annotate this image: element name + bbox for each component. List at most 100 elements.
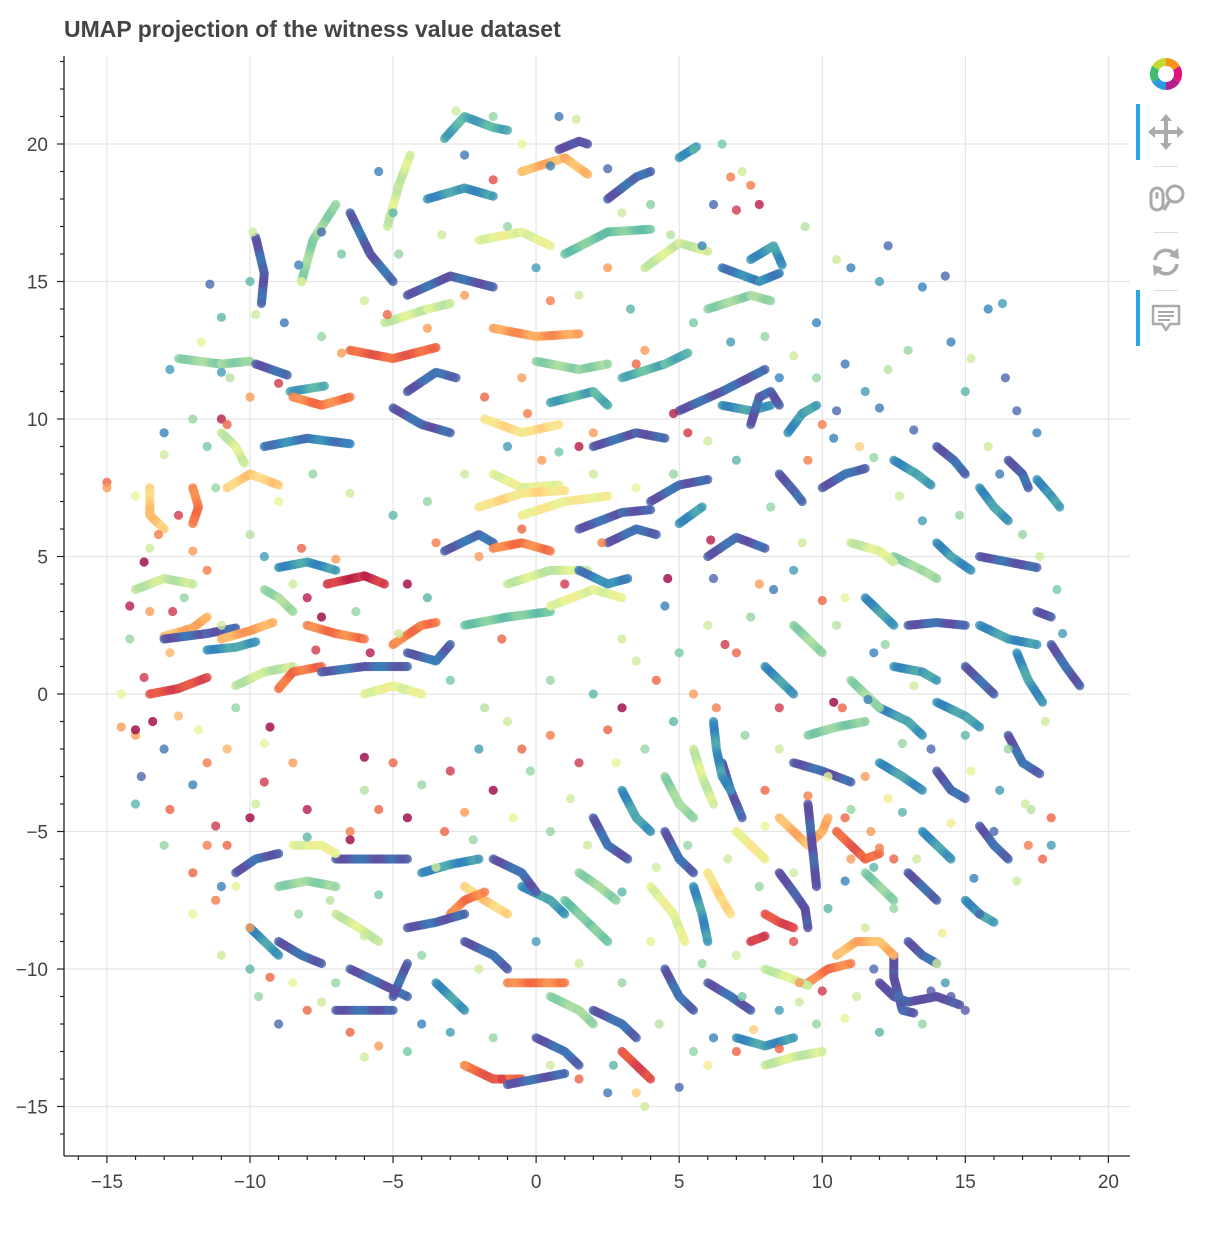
data-point [703, 620, 713, 630]
data-point [708, 573, 719, 584]
data-point [359, 1052, 369, 1062]
data-point [603, 164, 613, 174]
data-point [646, 199, 656, 210]
data-point [1052, 584, 1062, 595]
data-point [202, 672, 212, 683]
data-point [245, 813, 255, 823]
data-point [608, 1060, 619, 1070]
data-point [331, 554, 341, 564]
data-point [159, 840, 169, 850]
data-point [860, 923, 870, 933]
data-point [308, 469, 318, 479]
data-point [159, 428, 169, 438]
data-point [545, 296, 556, 306]
data-point [663, 573, 673, 584]
data-point [522, 408, 533, 419]
data-point [402, 579, 412, 589]
data-point [688, 689, 699, 699]
data-point [474, 964, 484, 974]
data-point [617, 634, 627, 644]
data-point [880, 639, 890, 650]
data-point [288, 758, 298, 768]
data-point [909, 681, 919, 691]
data-point [211, 821, 221, 831]
data-point [754, 881, 764, 892]
data-point [1023, 483, 1033, 493]
data-point [502, 964, 513, 974]
data-point [359, 634, 369, 644]
data-point [840, 813, 850, 823]
data-point [737, 813, 747, 823]
data-point [1017, 529, 1028, 540]
data-point [460, 1005, 470, 1015]
data-point [603, 936, 613, 947]
data-point [803, 455, 813, 465]
data-point [617, 703, 627, 713]
data-point [331, 848, 341, 859]
data-point [660, 433, 670, 443]
data-point [153, 529, 163, 540]
data-point [1032, 562, 1042, 573]
data-point [268, 617, 278, 628]
data-point [800, 221, 810, 232]
data-point [1035, 769, 1045, 779]
data-point [794, 997, 805, 1007]
data-point [789, 936, 799, 947]
data-point [889, 903, 899, 914]
plot-area[interactable] [64, 56, 1130, 1156]
data-point [777, 260, 787, 270]
data-point [803, 791, 813, 801]
data-point [723, 854, 733, 864]
data-points [102, 106, 1085, 1112]
data-point [116, 689, 126, 699]
data-point [159, 450, 169, 460]
data-point [603, 263, 613, 273]
data-point [374, 804, 384, 815]
data-point [746, 180, 756, 190]
data-point [640, 345, 650, 355]
data-point [488, 785, 498, 795]
data-point [460, 807, 470, 817]
data-point [402, 1046, 412, 1057]
data-point [703, 474, 713, 485]
data-point [445, 298, 455, 309]
data-point [1046, 813, 1056, 823]
data-point [740, 730, 750, 740]
data-point [623, 854, 633, 864]
data-point [422, 496, 432, 507]
data-point [402, 958, 412, 969]
data-point [617, 978, 627, 988]
data-point [617, 208, 627, 218]
data-point [975, 722, 985, 732]
data-point [731, 455, 742, 465]
data-point [274, 496, 284, 507]
data-point [1038, 854, 1048, 864]
data-point [256, 298, 266, 309]
data-point [560, 978, 570, 988]
data-point [402, 813, 412, 823]
data-point [631, 1088, 641, 1098]
data-point [975, 909, 985, 919]
data-point [554, 111, 564, 122]
data-point [946, 337, 956, 347]
data-point [817, 1046, 827, 1057]
data-point [165, 804, 175, 815]
data-point [437, 230, 447, 240]
data-point [746, 1005, 756, 1015]
data-point [917, 730, 928, 740]
data-point [302, 1005, 312, 1015]
data-point [388, 208, 398, 218]
data-point [248, 227, 258, 237]
data-point [811, 373, 822, 383]
data-point [811, 1019, 822, 1029]
data-point [359, 931, 369, 941]
data-point [832, 620, 842, 630]
data-point [832, 254, 842, 265]
data-point [597, 538, 607, 548]
data-point [159, 744, 169, 754]
data-point [983, 304, 993, 314]
data-point [417, 689, 427, 699]
data-point [525, 766, 536, 776]
data-point [760, 821, 770, 831]
